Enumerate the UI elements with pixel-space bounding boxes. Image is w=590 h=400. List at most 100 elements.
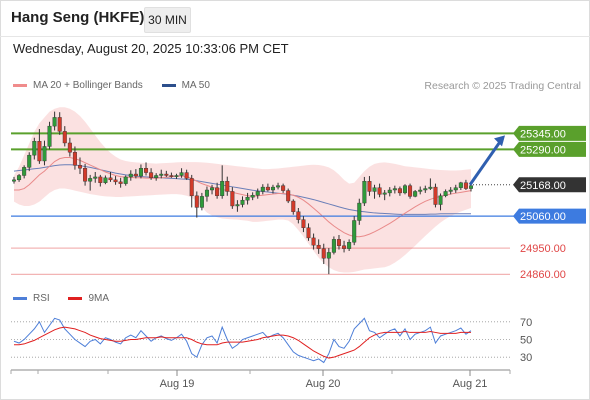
candle-body: [72, 152, 77, 166]
candle-body: [453, 187, 458, 191]
candle-body: [199, 196, 204, 208]
candle-body: [331, 239, 336, 253]
legend-item-9ma: 9MA: [68, 293, 109, 304]
candle-body: [32, 141, 37, 156]
legend-swatch-rsi: [13, 296, 27, 300]
rsi-series-RSI: [13, 317, 472, 364]
candle-body: [47, 125, 52, 147]
candle-body: [408, 185, 413, 197]
candle-body: [42, 146, 47, 162]
candle-body: [372, 187, 377, 192]
rsi-tick-70: 70: [520, 317, 532, 329]
legend-item-ma20: MA 20 + Bollinger Bands: [13, 80, 143, 91]
candle-body: [169, 175, 174, 177]
level-label-25290.00: 25290.00: [520, 144, 566, 156]
candle-body: [443, 191, 448, 197]
bollinger-band-area: [14, 107, 471, 273]
candle-body: [423, 188, 428, 191]
candle-body: [255, 191, 260, 196]
forecast-arrow-shaft: [468, 139, 503, 186]
level-label-25168.00: 25168.00: [520, 180, 566, 192]
candle-body: [108, 177, 113, 181]
level-label-24860.00: 24860.00: [520, 269, 566, 281]
candle-body: [204, 189, 209, 197]
instrument-title: Hang Seng (HKFE): [11, 9, 145, 26]
candle-body: [230, 191, 235, 207]
candle-body: [301, 219, 306, 228]
rsi-legend: RSI 9MA: [13, 293, 125, 304]
candle-body: [52, 117, 57, 127]
candle-body: [98, 176, 103, 183]
candle-body: [342, 245, 347, 249]
candle-body: [306, 227, 311, 239]
rsi-tick-30: 30: [520, 352, 532, 364]
x-tick-label: Aug 20: [306, 378, 341, 390]
candle-body: [159, 173, 164, 176]
candle-body: [291, 200, 296, 212]
candle-body: [128, 173, 133, 178]
candle-body: [67, 142, 72, 153]
legend-label-ma20: MA 20 + Bollinger Bands: [33, 80, 143, 91]
candle-body: [184, 172, 189, 179]
candle-body: [154, 175, 159, 179]
main-legend: MA 20 + Bollinger Bands MA 50: [13, 80, 226, 91]
candle-body: [144, 168, 149, 173]
candle-body: [62, 131, 67, 144]
research-credit: Research © 2025 Trading Central: [424, 80, 581, 92]
level-label-25060.00: 25060.00: [520, 211, 566, 223]
level-tag-25168.00: [513, 177, 586, 193]
timeframe-button[interactable]: 30 MIN: [144, 7, 191, 33]
candle-body: [469, 185, 474, 189]
candle-body: [215, 187, 220, 197]
ma20-line: [14, 156, 472, 238]
candle-body: [220, 181, 225, 197]
candle-body: [402, 185, 407, 194]
legend-item-rsi: RSI: [13, 293, 50, 304]
candle-body: [458, 182, 463, 188]
candle-body: [11, 179, 16, 182]
forecast-arrow-head: [494, 135, 505, 147]
candle-body: [413, 191, 418, 197]
candle-body: [103, 177, 108, 183]
candle-body: [311, 237, 316, 246]
candle-body: [326, 252, 331, 259]
candle-body: [387, 189, 392, 194]
candle-body: [321, 248, 326, 259]
candle-body: [78, 165, 83, 169]
candle-body: [149, 172, 154, 179]
candle-body: [286, 190, 291, 202]
candle-body: [276, 185, 281, 188]
candle-body: [133, 173, 138, 177]
candle-body: [22, 167, 27, 176]
candle-body: [118, 181, 123, 184]
candle-body: [235, 204, 240, 207]
candle-body: [418, 189, 423, 192]
rsi-tick-50: 50: [520, 335, 532, 347]
level-tag-25345.00: [513, 125, 586, 141]
candle-body: [189, 178, 194, 197]
candle-body: [225, 181, 230, 192]
level-label-25345.00: 25345.00: [520, 128, 566, 140]
candle-body: [174, 175, 179, 177]
legend-item-ma50: MA 50: [161, 80, 210, 91]
candles: [11, 111, 474, 275]
candle-body: [270, 186, 275, 191]
timestamp: Wednesday, August 20, 2025 10:33:06 PM C…: [13, 41, 289, 56]
rsi-series-9MA: [14, 326, 471, 359]
candle-body: [93, 176, 98, 179]
candle-body: [250, 195, 255, 198]
level-tag-25060.00: [513, 208, 586, 224]
candle-body: [448, 189, 453, 192]
candle-body: [362, 181, 367, 204]
title-bar: Hang Seng (HKFE) 30 MIN: [0, 0, 590, 37]
candle-body: [463, 182, 468, 189]
legend-label-9ma: 9MA: [88, 293, 110, 304]
candle-body: [17, 175, 22, 181]
candle-body: [281, 185, 286, 191]
legend-swatch-ma50: [161, 83, 176, 87]
legend-label-ma50: MA 50: [181, 80, 210, 91]
candle-body: [438, 195, 443, 205]
legend-swatch-ma20: [13, 83, 27, 87]
candle-body: [377, 187, 382, 195]
